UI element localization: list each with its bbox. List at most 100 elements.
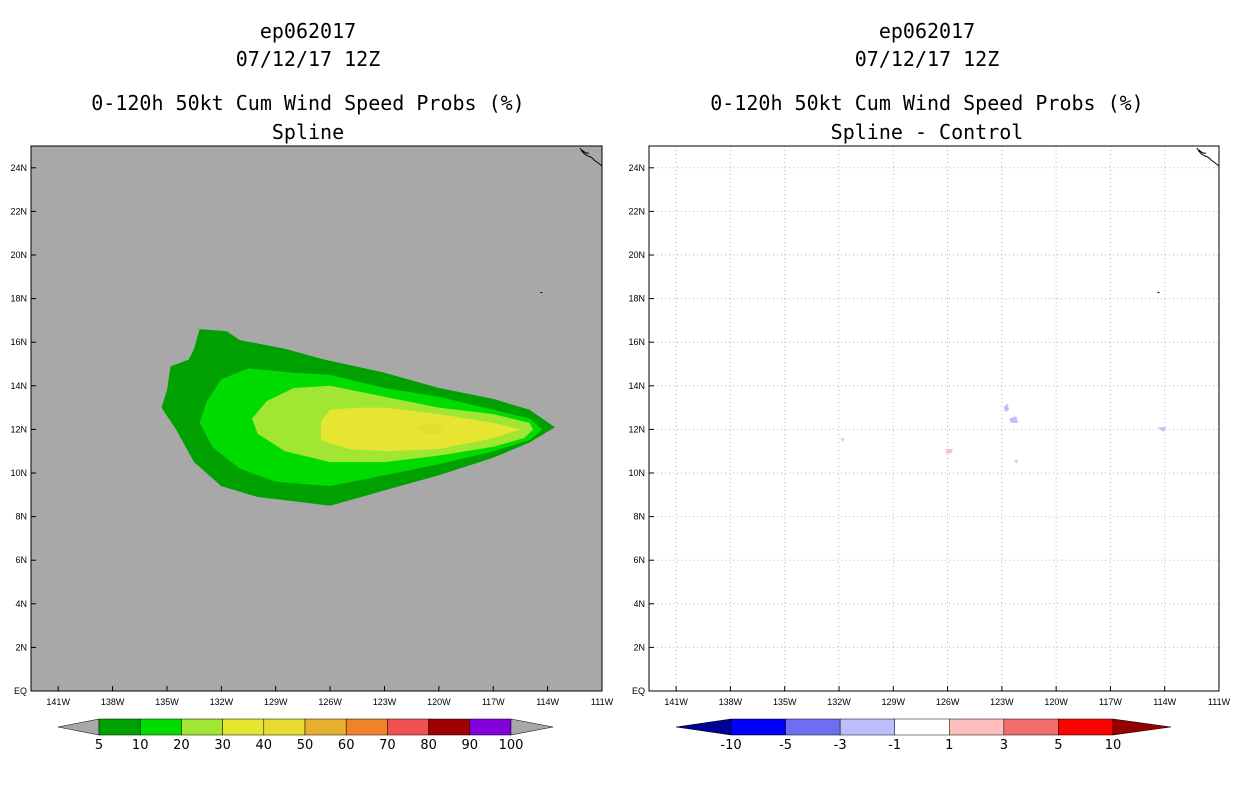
left-xtick-label-1: 138W [101, 697, 125, 707]
right-colorbar-swatch-4 [949, 718, 1005, 736]
left-ytick-label-8: 16N [10, 337, 27, 347]
left-xtick-label-8: 117W [482, 697, 505, 707]
right-colorbar-swatch-2 [839, 718, 895, 736]
right-colorbar-label-3: -1 [888, 738, 901, 753]
right-xtick-label-1: 138W [719, 697, 743, 707]
right-xtick-label-10: 111W [1208, 697, 1231, 707]
left-xtick-label-6: 123W [373, 697, 397, 707]
left-coastline [579, 147, 603, 167]
right-ytick-label-6: 12N [628, 424, 645, 434]
right-ytick-label-2: 4N [633, 599, 645, 609]
left-ytick-label-5: 10N [10, 468, 27, 478]
right-xtick-label-9: 114W [1153, 697, 1176, 707]
left-colorbar-label-6: 60 [338, 738, 355, 753]
right-title-method: Spline - Control [831, 120, 1024, 144]
left-colorbar-swatch-7 [387, 718, 429, 736]
left-ytick-label-9: 18N [10, 294, 27, 304]
left-colorbar-label-8: 80 [420, 738, 437, 753]
right-xtick-label-4: 129W [882, 697, 906, 707]
right-colorbar-label-4: 1 [945, 738, 953, 753]
left-colorbar-label-0: 5 [95, 738, 103, 753]
left-xtick-label-7: 120W [427, 697, 451, 707]
right-title-date: 07/12/17 12Z [855, 47, 1000, 71]
right-colorbar-label-1: -5 [779, 738, 792, 753]
right-coastline [1196, 147, 1220, 167]
right-colorbar-swatch-3 [894, 718, 950, 736]
right-ytick-label-9: 18N [628, 294, 645, 304]
right-colorbar-max-arrow [1112, 718, 1172, 736]
right-xtick-label-5: 126W [936, 697, 960, 707]
right-colorbar-swatch-6 [1058, 718, 1114, 736]
right-colorbar-swatch-1 [785, 718, 841, 736]
right-ytick-label-5: 10N [628, 468, 645, 478]
right-map-panel: 141W 138W 135W 132W 129W 126W 123W 120W 117W 114W… [628, 145, 1231, 707]
right-title-product: 0-120h 50kt Cum Wind Speed Probs (%) [710, 91, 1143, 115]
left-colorbar-label-5: 50 [297, 738, 314, 753]
right-contour-1-3 [945, 449, 953, 454]
right-ytick-label-10: 20N [628, 250, 645, 260]
right-ytick-label-7: 14N [628, 381, 645, 391]
right-xtick-label-7: 120W [1044, 697, 1068, 707]
right-ytick-label-1: 2N [633, 642, 645, 652]
left-colorbar-swatch-0 [98, 718, 141, 736]
left-colorbar-swatch-6 [345, 718, 388, 736]
left-ytick-label-6: 12N [10, 424, 27, 434]
left-colorbar-max-arrow [510, 718, 554, 736]
right-colorbar-swatch-5 [1003, 718, 1059, 736]
left-xtick-label-3: 132W [210, 697, 234, 707]
left-colorbar-label-4: 40 [256, 738, 273, 753]
left-colorbar-label-3: 30 [214, 738, 231, 753]
left-colorbar-swatch-4 [263, 718, 306, 736]
left-colorbar-swatch-2 [181, 718, 223, 736]
left-xtick-label-5: 126W [318, 697, 342, 707]
right-ytick-label-11: 22N [628, 206, 645, 216]
right-island [1157, 292, 1160, 294]
right-ytick-label-4: 8N [633, 512, 645, 522]
left-xtick-label-2: 135W [155, 697, 179, 707]
left-ytick-label-2: 4N [15, 599, 27, 609]
right-contour--1-0 [1003, 403, 1010, 412]
right-xtick-label-0: 141W [664, 697, 688, 707]
right-contour-1-5 [1014, 459, 1019, 465]
right-ytick-label-3: 6N [633, 555, 645, 565]
right-contour--1-1 [1009, 416, 1019, 423]
left-title-date: 07/12/17 12Z [236, 47, 381, 71]
left-colorbar-label-10: 100 [499, 738, 524, 753]
left-island [540, 292, 543, 294]
right-map-background [649, 146, 1219, 691]
left-title-product: 0-120h 50kt Cum Wind Speed Probs (%) [91, 91, 524, 115]
left-title-method: Spline [272, 120, 344, 144]
left-xtick-label-4: 129W [264, 697, 288, 707]
left-map-frame [30, 145, 603, 692]
right-title-storm: ep062017 [879, 19, 975, 43]
left-map-panel: 141W 138W 135W 132W 129W 126W 123W 120W 117W 114W… [10, 145, 614, 707]
left-colorbar-min-arrow [57, 718, 100, 736]
right-colorbar-label-2: -3 [834, 738, 847, 753]
left-colorbar-swatch-8 [428, 718, 471, 736]
left-ytick-label-4: 8N [15, 512, 27, 522]
left-colorbar-label-2: 20 [173, 738, 190, 753]
left-ytick-label-11: 22N [10, 206, 27, 216]
left-colorbar-label-7: 70 [379, 738, 396, 753]
left-ytick-label-10: 20N [10, 250, 27, 260]
left-xtick-label-10: 111W [591, 697, 614, 707]
right-colorbar-label-6: 5 [1054, 738, 1062, 753]
left-colorbar-label-9: 90 [462, 738, 479, 753]
right-ytick-label-0: EQ [632, 686, 645, 696]
right-colorbar-label-5: 3 [1000, 738, 1008, 753]
left-ytick-label-1: 2N [15, 642, 27, 652]
left-contour-40-4 [417, 422, 445, 434]
right-xtick-label-3: 132W [827, 697, 851, 707]
right-xtick-label-8: 117W [1099, 697, 1122, 707]
right-colorbar-min-arrow [675, 718, 732, 736]
right-map-frame [648, 145, 1220, 692]
right-ytick-label-12: 24N [628, 163, 645, 173]
right-contour-1-4 [840, 438, 845, 443]
right-colorbar-label-7: 10 [1105, 738, 1122, 753]
left-titles: ep062017 07/12/17 12Z 0-120h 50kt Cum Wi… [91, 19, 524, 144]
left-xtick-label-0: 141W [46, 697, 70, 707]
left-colorbar: 5 10 20 30 40 50 60 70 80 90 100 [57, 718, 554, 753]
left-colorbar-swatch-1 [139, 718, 182, 736]
left-ytick-label-12: 24N [10, 163, 27, 173]
right-contour--1-2 [1157, 427, 1167, 432]
